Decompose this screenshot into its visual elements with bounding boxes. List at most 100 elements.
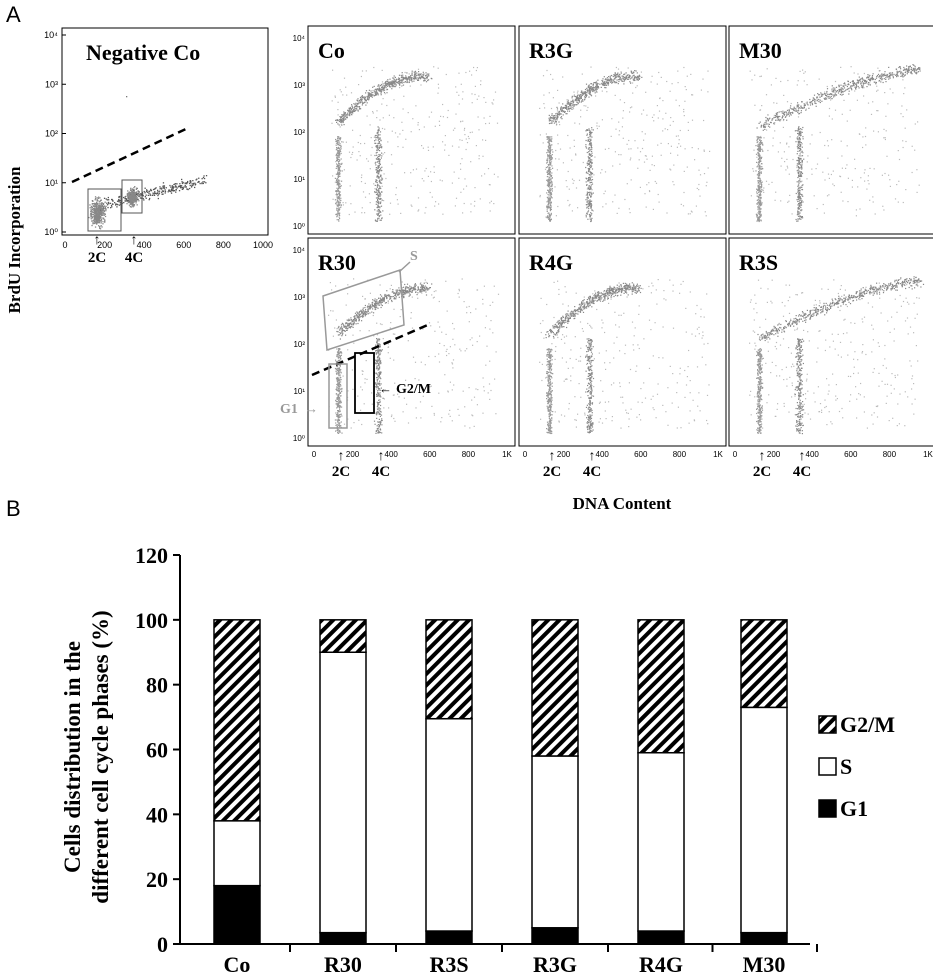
ploidy-label: 4C	[372, 464, 390, 480]
grid-y-tick-label: 10³	[293, 293, 305, 302]
y-tick-label: 120	[135, 543, 168, 568]
grid-x-tick-label: 800	[883, 450, 897, 459]
legend: G2/M S G1	[818, 712, 895, 821]
grid-x-tick-label: 0	[733, 450, 738, 459]
bar-s-r3g	[531, 755, 579, 929]
a-y-axis-label: BrdU Incorporation	[5, 166, 24, 313]
g1-gate-arrow: →	[305, 401, 318, 416]
panel-a-label: A	[6, 2, 21, 27]
y-tick-label: 0	[157, 932, 168, 957]
bar-g2m-r4g	[637, 619, 685, 754]
neg-4c-label: 4C	[125, 250, 143, 266]
bar-chart: 0 20 40 60 80 100 120 Co R30 R3S R3G R4G M30	[135, 543, 818, 977]
negative-control-panel: Negative Co 10⁰ 10¹ 10² 10³ 10⁴ 0 200 400 600 80…	[44, 27, 273, 266]
y-tick-label: 100	[135, 608, 168, 633]
facs-panel-title: R3G	[529, 38, 573, 63]
x-category-label: M30	[743, 952, 786, 977]
legend-swatch-g2m	[818, 715, 837, 734]
g1-gate-label: G1	[280, 402, 298, 417]
grid-y-tick-label: 10⁰	[293, 222, 305, 231]
r30-gates: S G1 → ← G2/M	[280, 249, 431, 429]
bar-g2m-r3g	[531, 619, 579, 757]
neg-x-tick-label: 600	[176, 240, 191, 250]
b-ylabel-line1: Cells distribution in the	[60, 641, 85, 873]
ploidy-arrow: ↑	[378, 449, 385, 464]
y-tick-label: 60	[146, 738, 168, 763]
grid-y-tick-label: 10²	[293, 340, 305, 349]
ploidy-label: 2C	[753, 464, 771, 480]
facs-panel-m30: M30	[728, 25, 933, 235]
neg-2c-gate	[87, 188, 122, 232]
bar-s-r4g	[637, 751, 685, 932]
neg-x-tick-label: 1000	[253, 240, 273, 250]
ploidy-arrow: ↑	[549, 449, 556, 464]
facs-panel-co: Co 10⁰ 10¹ 10² 10³ 10⁴	[293, 25, 516, 235]
facs-panel-title: M30	[739, 38, 782, 63]
neg-x-ticks: 0 200 400 600 800 1000	[62, 240, 273, 250]
grid-x-tick-label: 0	[523, 450, 528, 459]
neg-x-tick-label: 400	[137, 240, 152, 250]
ploidy-arrow: ↑	[589, 449, 596, 464]
bar-s-r30	[319, 651, 367, 934]
bar-g1-r3s	[425, 930, 473, 945]
x-category-label: R3G	[533, 952, 577, 977]
legend-swatch-g1	[818, 799, 837, 818]
grid-x-tick-label: 1K	[923, 450, 933, 459]
bar-g1-m30	[740, 931, 788, 945]
bar-g2m-co	[213, 619, 261, 822]
neg-2c-label: 2C	[88, 250, 106, 266]
grid-y-tick-label: 10¹	[293, 175, 305, 184]
facs-panel-title: R30	[318, 250, 356, 275]
legend-label: S	[840, 754, 852, 779]
facs-panel-title: R3S	[739, 250, 778, 275]
s-gate-label: S	[410, 249, 418, 264]
grid-y-tick-label: 10³	[293, 81, 305, 90]
s-gate-arrow	[398, 261, 411, 273]
ploidy-arrow: ↑	[799, 449, 806, 464]
x-category-label: R30	[324, 952, 362, 977]
neg-y-ticks: 10⁰ 10¹ 10² 10³ 10⁴	[44, 30, 66, 237]
neg-4c-gate	[121, 179, 143, 214]
facs-panel-title: R4G	[529, 250, 573, 275]
grid-y-tick-label: 10⁰	[293, 434, 305, 443]
grid-y-tick-label: 10¹	[293, 387, 305, 396]
g2m-gate-label: G2/M	[396, 382, 431, 397]
g2m-gate	[354, 352, 375, 414]
ploidy-label: 4C	[583, 464, 601, 480]
legend-label: G1	[840, 796, 868, 821]
facs-panel-r3g: R3G	[518, 25, 727, 235]
s-phase-gate	[322, 268, 405, 352]
grid-x-tick-label: 800	[462, 450, 476, 459]
bar-g1-r4g	[637, 930, 685, 945]
facs-grid: Co 10⁰ 10¹ 10² 10³ 10⁴ R3G M30 R30 10⁰ 10¹ 10² 10³ 10…	[293, 25, 933, 480]
y-tick-label: 20	[146, 867, 168, 892]
grid-x-tick-label: 1K	[502, 450, 512, 459]
neg-x-tick-label: 200	[97, 240, 112, 250]
x-category-label: R4G	[639, 952, 683, 977]
neg-y-tick-label: 10⁴	[44, 30, 58, 40]
neg-y-tick-label: 10²	[45, 129, 58, 139]
x-category-label: Co	[224, 952, 251, 977]
neg-y-tick-label: 10³	[45, 79, 58, 89]
neg-y-tick-label: 10⁰	[44, 227, 58, 237]
grid-x-tick-label: 400	[596, 450, 610, 459]
neg-threshold-line	[71, 127, 187, 184]
panel-b-label: B	[6, 496, 21, 521]
bar-g1-r3g	[531, 927, 579, 945]
grid-y-tick-label: 10⁴	[293, 34, 306, 43]
bar-g1-r30	[319, 931, 367, 945]
grid-x-tick-label: 0	[312, 450, 317, 459]
bar-g2m-m30	[740, 619, 788, 709]
grid-x-tick-label: 1K	[713, 450, 723, 459]
neg-scatter-cloud	[88, 96, 208, 230]
neg-y-tick-label: 10¹	[45, 178, 58, 188]
neg-x-tick-label: 0	[62, 240, 67, 250]
ploidy-label: 2C	[543, 464, 561, 480]
a-x-axis-label: DNA Content	[573, 494, 672, 513]
b-ylabel-line2: different cell cycle phases (%)	[88, 610, 113, 903]
facs-panel-title: Co	[318, 38, 345, 63]
grid-y-tick-label: 10⁴	[293, 246, 306, 255]
